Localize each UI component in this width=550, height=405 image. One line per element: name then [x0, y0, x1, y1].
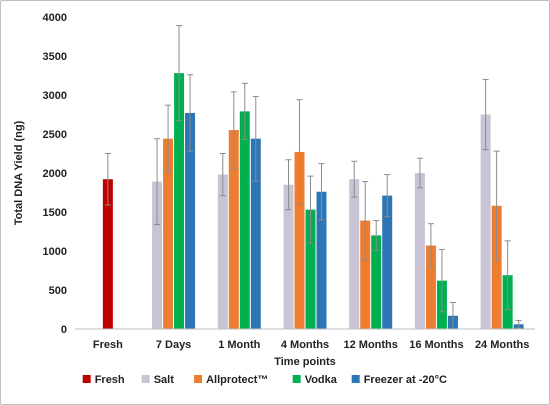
legend: Fresh Salt Allprotect™ Vodka Freezer at -20°…: [82, 374, 447, 386]
bar: [316, 191, 327, 329]
x-tick-label: 4 Months: [281, 339, 329, 351]
x-tick-label: 7 Days: [156, 339, 191, 351]
legend-swatch: [141, 375, 150, 383]
bar: [425, 245, 436, 329]
bar: [360, 220, 371, 329]
legend-label: Salt: [154, 374, 175, 386]
y-tick-label: 3500: [43, 51, 67, 63]
bar: [305, 209, 316, 329]
x-tick-label: Fresh: [93, 339, 123, 351]
y-tick-label: 2000: [43, 168, 67, 180]
bar: [228, 130, 239, 329]
x-tick-label: 1 Month: [218, 339, 260, 351]
bar: [294, 151, 305, 329]
bar: [152, 181, 163, 329]
y-tick-label: 1500: [43, 207, 67, 219]
bar: [283, 184, 294, 329]
legend-swatch: [82, 375, 91, 383]
bar: [371, 235, 382, 329]
y-tick-label: 0: [61, 324, 67, 336]
bar: [491, 205, 502, 329]
legend-label: Fresh: [95, 374, 125, 386]
bar: [174, 73, 185, 329]
legend-swatch: [292, 375, 301, 383]
bar: [217, 174, 228, 329]
bar: [349, 179, 360, 329]
bar: [102, 179, 113, 329]
bar: [382, 195, 393, 329]
y-tick-label: 3000: [43, 90, 67, 102]
legend-label: Vodka: [305, 374, 338, 386]
x-tick-label: 12 Months: [344, 339, 398, 351]
bar: [480, 114, 491, 329]
error-bars: [104, 25, 522, 330]
bar: [185, 112, 196, 329]
bar: [163, 138, 174, 329]
y-tick-label: 500: [49, 285, 67, 297]
y-tick-label: 4000: [43, 12, 67, 24]
bar: [239, 111, 250, 329]
x-axis-title: Time points: [274, 356, 336, 368]
y-tick-label: 2500: [43, 129, 67, 141]
legend-swatch: [351, 375, 360, 383]
legend-label: Freezer at -20°C: [364, 374, 447, 386]
legend-swatch: [194, 375, 203, 383]
x-tick-label: 16 Months: [409, 339, 463, 351]
legend-label: Allprotect™: [206, 374, 268, 386]
y-axis-title: Total DNA Yield (ng): [13, 120, 25, 225]
x-axis-ticks: Fresh 7 Days 1 Month 4 Months 12 Months 16 Mo…: [93, 339, 529, 351]
x-tick-label: 24 Months: [475, 339, 529, 351]
y-tick-label: 1000: [43, 246, 67, 258]
y-axis-ticks: 0 500 1000 1500 2000 2500 3000 3500 4000: [43, 12, 67, 336]
bar: [250, 138, 261, 329]
bars: [102, 73, 524, 329]
bar: [414, 173, 425, 329]
